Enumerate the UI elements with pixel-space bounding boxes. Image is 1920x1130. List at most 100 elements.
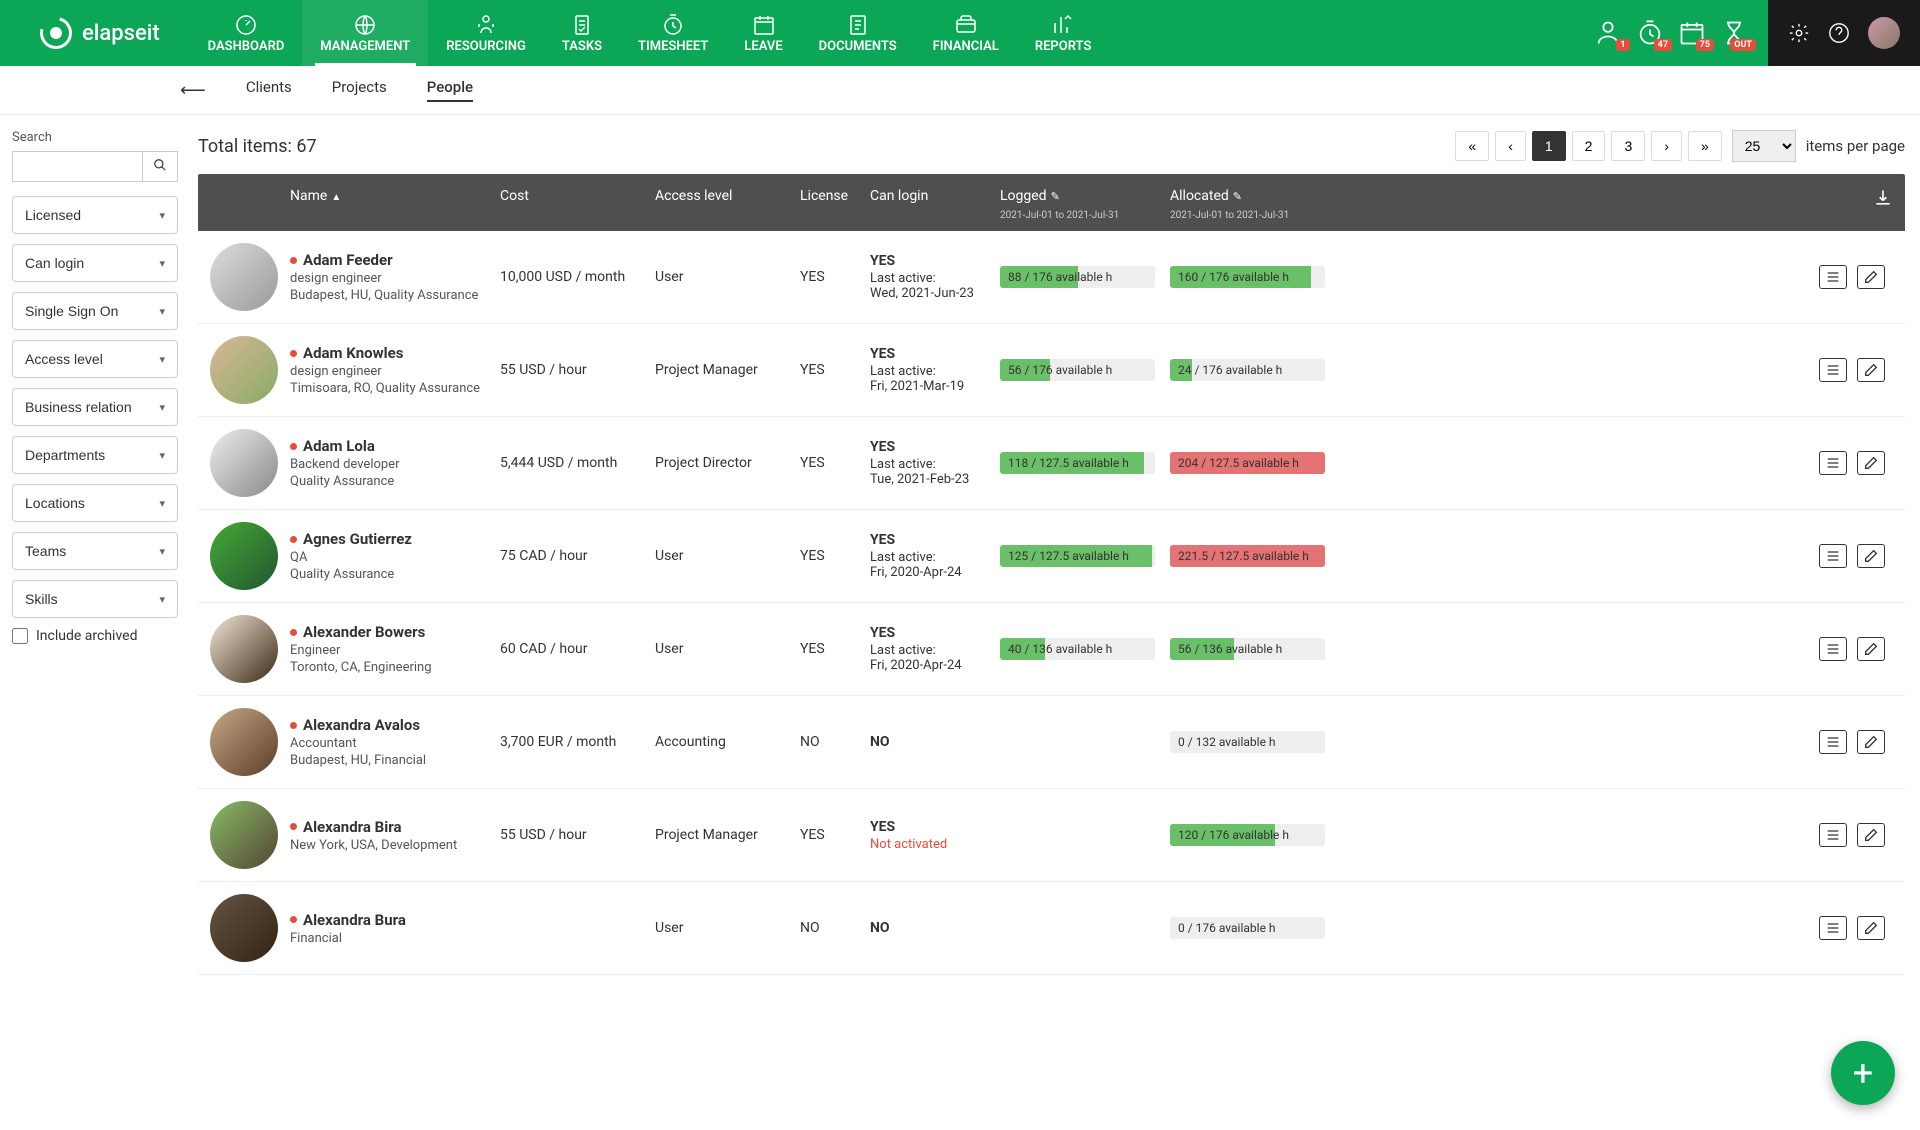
- view-details-button[interactable]: [1819, 358, 1847, 382]
- person-avatar[interactable]: [210, 708, 278, 776]
- person-cost: 55 USD / hour: [500, 362, 655, 378]
- edit-button[interactable]: [1857, 451, 1885, 475]
- person-avatar[interactable]: [210, 894, 278, 962]
- edit-button[interactable]: [1857, 730, 1885, 754]
- subtab-people[interactable]: People: [427, 78, 473, 102]
- person-name[interactable]: Adam Knowles: [303, 344, 403, 362]
- person-info: Agnes GutierrezQAQuality Assurance: [290, 530, 500, 582]
- person-cost: 55 USD / hour: [500, 827, 655, 843]
- include-archived-checkbox[interactable]: Include archived: [12, 628, 178, 644]
- view-details-button[interactable]: [1819, 916, 1847, 940]
- notif-calendar-icon[interactable]: 75: [1678, 19, 1706, 47]
- include-archived-input[interactable]: [12, 628, 28, 644]
- filter-access-level[interactable]: Access level: [12, 340, 178, 378]
- person-name[interactable]: Agnes Gutierrez: [303, 530, 412, 548]
- nav-tasks[interactable]: TASKS: [544, 0, 620, 66]
- user-avatar[interactable]: [1868, 17, 1900, 49]
- view-details-button[interactable]: [1819, 823, 1847, 847]
- nav-icon: [1051, 13, 1075, 37]
- notif-person-icon[interactable]: 1: [1594, 19, 1622, 47]
- person-info: Adam LolaBackend developerQuality Assura…: [290, 437, 500, 489]
- gear-icon[interactable]: [1788, 22, 1810, 44]
- nav-icon: [954, 13, 978, 37]
- add-button[interactable]: +: [1831, 1041, 1895, 1105]
- person-avatar[interactable]: [210, 801, 278, 869]
- edit-button[interactable]: [1857, 544, 1885, 568]
- person-name[interactable]: Alexander Bowers: [303, 623, 425, 641]
- filter-skills[interactable]: Skills: [12, 580, 178, 618]
- nav-resourcing[interactable]: RESOURCING: [428, 0, 544, 66]
- nav-management[interactable]: MANAGEMENT: [302, 0, 428, 66]
- person-name[interactable]: Alexandra Bura: [303, 911, 406, 929]
- edit-button[interactable]: [1857, 358, 1885, 382]
- edit-button[interactable]: [1857, 823, 1885, 847]
- edit-button[interactable]: [1857, 916, 1885, 940]
- nav-financial[interactable]: FINANCIAL: [915, 0, 1017, 66]
- person-name[interactable]: Alexandra Bira: [303, 818, 402, 836]
- search-button[interactable]: [143, 151, 178, 182]
- filter-business-relation[interactable]: Business relation: [12, 388, 178, 426]
- download-icon[interactable]: [1873, 188, 1893, 212]
- filter-departments[interactable]: Departments: [12, 436, 178, 474]
- person-avatar[interactable]: [210, 429, 278, 497]
- col-allocated[interactable]: Allocated✎2021-Jul-01 to 2021-Jul-31: [1170, 188, 1340, 221]
- col-logged[interactable]: Logged✎2021-Jul-01 to 2021-Jul-31: [1000, 188, 1170, 221]
- person-avatar[interactable]: [210, 336, 278, 404]
- view-details-button[interactable]: [1819, 637, 1847, 661]
- view-details-button[interactable]: [1819, 451, 1847, 475]
- filter-single-sign-on[interactable]: Single Sign On: [12, 292, 178, 330]
- table-row: Alexandra BuraFinancialUserNONO0 / 176 a…: [198, 882, 1905, 975]
- table-row: Alexandra AvalosAccountantBudapest, HU, …: [198, 696, 1905, 789]
- view-details-button[interactable]: [1819, 544, 1847, 568]
- nav-documents[interactable]: DOCUMENTS: [801, 0, 915, 66]
- filter-can-login[interactable]: Can login: [12, 244, 178, 282]
- subtab-clients[interactable]: Clients: [246, 78, 292, 102]
- filter-locations[interactable]: Locations: [12, 484, 178, 522]
- col-canlogin[interactable]: Can login: [870, 188, 1000, 204]
- person-avatar[interactable]: [210, 615, 278, 683]
- nav-dashboard[interactable]: DASHBOARD: [190, 0, 303, 66]
- row-actions: [1340, 544, 1893, 568]
- logo[interactable]: elapseit: [0, 0, 190, 66]
- person-allocated: 120 / 176 available h: [1170, 824, 1340, 846]
- person-role: Engineer: [290, 643, 500, 658]
- search-input[interactable]: [12, 151, 143, 182]
- page-»[interactable]: »: [1688, 131, 1722, 161]
- items-per-page-select[interactable]: 25: [1732, 130, 1796, 162]
- col-access[interactable]: Access level: [655, 188, 800, 204]
- pagination-controls: «‹123›» 25 items per page: [1455, 130, 1905, 162]
- person-name[interactable]: Alexandra Avalos: [303, 716, 420, 734]
- hours-bar: 56 / 176 available h: [1000, 359, 1155, 381]
- help-icon[interactable]: [1828, 22, 1850, 44]
- page-1[interactable]: 1: [1532, 131, 1566, 161]
- person-login: YESLast active:Wed, 2021-Jun-23: [870, 253, 1000, 301]
- person-avatar[interactable]: [210, 243, 278, 311]
- col-name[interactable]: Name▲: [290, 188, 500, 204]
- view-details-button[interactable]: [1819, 265, 1847, 289]
- page-‹[interactable]: ‹: [1495, 131, 1526, 161]
- filter-licensed[interactable]: Licensed: [12, 196, 178, 234]
- edit-button[interactable]: [1857, 265, 1885, 289]
- nav-leave[interactable]: LEAVE: [726, 0, 800, 66]
- back-arrow-icon[interactable]: ⟵: [180, 80, 206, 101]
- person-name[interactable]: Adam Feeder: [303, 251, 393, 269]
- filter-teams[interactable]: Teams: [12, 532, 178, 570]
- col-license[interactable]: License: [800, 188, 870, 204]
- page-3[interactable]: 3: [1611, 131, 1645, 161]
- page-2[interactable]: 2: [1572, 131, 1606, 161]
- include-archived-label: Include archived: [36, 628, 137, 644]
- nav-reports[interactable]: REPORTS: [1017, 0, 1110, 66]
- person-name[interactable]: Adam Lola: [303, 437, 375, 455]
- page-«[interactable]: «: [1455, 131, 1489, 161]
- nav-timesheet[interactable]: TIMESHEET: [620, 0, 726, 66]
- hours-bar: 56 / 136 available h: [1170, 638, 1325, 660]
- edit-button[interactable]: [1857, 637, 1885, 661]
- person-allocated: 0 / 176 available h: [1170, 917, 1340, 939]
- notif-hourglass-icon[interactable]: OUT: [1720, 19, 1748, 47]
- col-cost[interactable]: Cost: [500, 188, 655, 204]
- page-›[interactable]: ›: [1651, 131, 1682, 161]
- view-details-button[interactable]: [1819, 730, 1847, 754]
- subtab-projects[interactable]: Projects: [332, 78, 387, 102]
- notif-clock-icon[interactable]: 47: [1636, 19, 1664, 47]
- person-avatar[interactable]: [210, 522, 278, 590]
